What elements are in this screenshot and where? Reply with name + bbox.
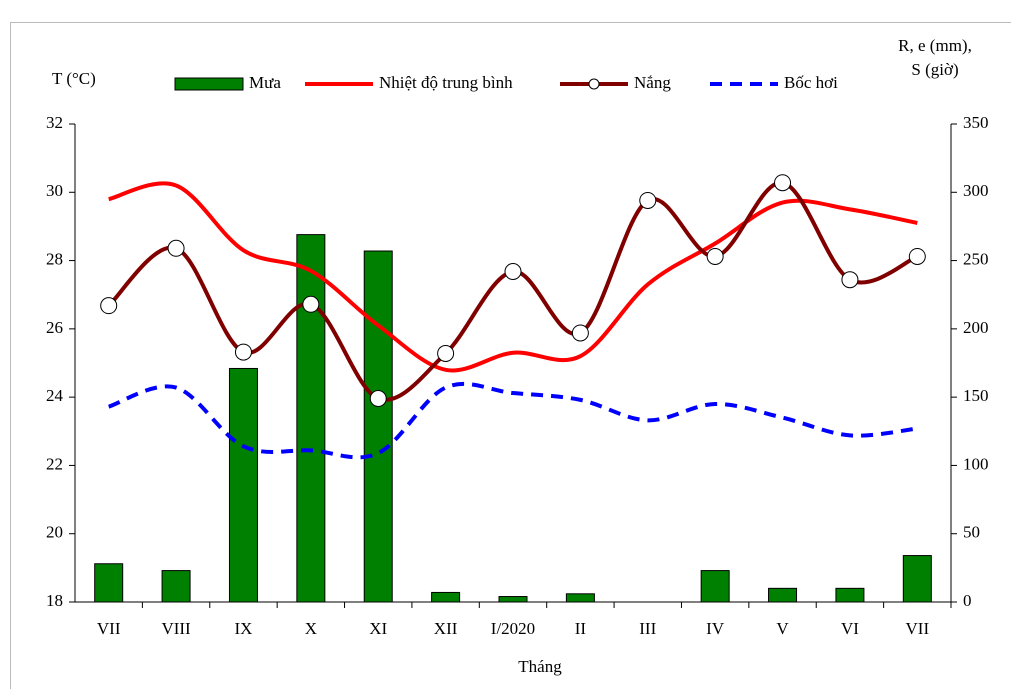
y2-tick-label: 50	[963, 523, 980, 542]
x-tick-label: VII	[97, 619, 121, 638]
bar	[565, 593, 595, 603]
y-tick-label: 26	[46, 318, 63, 337]
y-tick-label: 22	[46, 454, 63, 473]
marker	[774, 174, 792, 192]
line	[108, 381, 918, 460]
marker	[908, 247, 926, 265]
marker	[571, 324, 589, 342]
marker	[302, 295, 320, 313]
x-tick-label: IX	[234, 619, 252, 638]
y-tick-label: 24	[46, 386, 64, 405]
x-tick-label: VII	[906, 619, 930, 638]
marker	[706, 247, 724, 265]
bar	[94, 563, 124, 603]
y-tick-label: 20	[46, 523, 63, 542]
y-tick-label: 18	[46, 591, 63, 610]
x-tick-label: VIII	[161, 619, 191, 638]
x-tick-label: III	[639, 619, 656, 638]
bar	[161, 570, 191, 603]
y-axis-label: T (°C)	[52, 69, 96, 88]
x-tick-label: VI	[841, 619, 859, 638]
y2-tick-label: 250	[963, 249, 989, 268]
x-tick-label: XI	[369, 619, 387, 638]
bar	[228, 367, 258, 603]
bar	[363, 250, 393, 603]
x-tick-label: X	[305, 619, 317, 638]
x-tick-label: II	[575, 619, 587, 638]
marker	[100, 297, 118, 315]
y2-axis-label: S (giờ)	[911, 60, 958, 79]
x-tick-label: I/2020	[491, 619, 535, 638]
y-tick-label: 32	[46, 113, 63, 132]
x-tick-label: V	[776, 619, 789, 638]
y2-tick-label: 350	[963, 113, 989, 132]
y2-tick-label: 100	[963, 454, 989, 473]
y2-axis-label: R, e (mm),	[898, 36, 972, 55]
bar	[296, 234, 326, 603]
y-tick-label: 30	[46, 181, 63, 200]
y2-tick-label: 0	[963, 591, 972, 610]
marker	[369, 390, 387, 408]
marker	[841, 271, 859, 289]
legend-swatch	[174, 77, 244, 91]
x-tick-label: IV	[706, 619, 725, 638]
marker	[437, 344, 455, 362]
bar	[498, 596, 528, 603]
y-tick-label: 28	[46, 249, 63, 268]
legend-label: Nhiệt độ trung bình	[379, 73, 513, 92]
legend-label: Mưa	[249, 73, 281, 92]
legend-label: Nắng	[634, 73, 671, 92]
line	[108, 181, 918, 373]
bar	[835, 587, 865, 603]
legend-label: Bốc hơi	[784, 73, 838, 92]
x-axis-label: Tháng	[518, 657, 562, 676]
y2-tick-label: 200	[963, 318, 989, 337]
bar	[902, 555, 932, 603]
bar	[768, 587, 798, 603]
legend-marker	[588, 78, 600, 90]
marker	[167, 239, 185, 257]
y2-tick-label: 150	[963, 386, 989, 405]
marker	[639, 191, 657, 209]
x-tick-label: XII	[434, 619, 458, 638]
marker	[504, 262, 522, 280]
bar	[700, 570, 730, 603]
bar	[431, 591, 461, 603]
y2-tick-label: 300	[963, 181, 989, 200]
marker	[234, 343, 252, 361]
